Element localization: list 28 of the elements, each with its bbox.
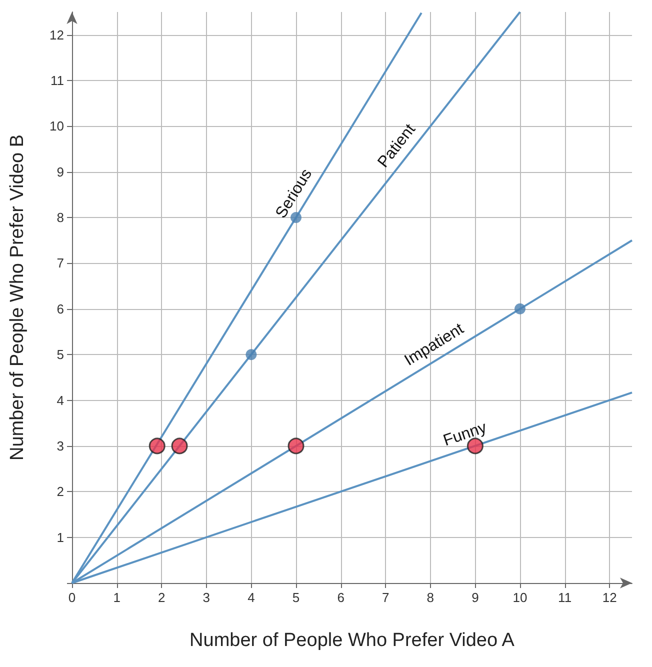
x-tick-label: 5 — [292, 590, 300, 605]
x-tick-label: 10 — [512, 590, 528, 605]
y-tick-label: 1 — [56, 530, 64, 545]
y-axis-title: Number of People Who Prefer Video B — [7, 134, 28, 460]
y-tick-label: 11 — [50, 73, 64, 88]
y-tick-label: 10 — [50, 118, 64, 134]
y-tick-label: 2 — [56, 484, 64, 500]
x-tick-label: 4 — [248, 590, 255, 605]
y-tick-label: 12 — [50, 27, 64, 42]
x-axis-title: Number of People Who Prefer Video A — [190, 630, 515, 651]
x-tick-label: 3 — [202, 590, 210, 605]
y-tick-label: 4 — [56, 392, 64, 408]
y-tick-label: 6 — [56, 301, 64, 316]
x-tick-label: 2 — [158, 590, 166, 605]
y-tick-label: 3 — [56, 438, 64, 454]
y-tick-label: 7 — [56, 256, 64, 271]
x-tick-label: 12 — [602, 590, 617, 605]
x-tick-label: 8 — [426, 590, 434, 605]
y-tick-label: 8 — [56, 210, 64, 226]
x-tick-label: 0 — [68, 590, 76, 605]
y-tick-label: 5 — [56, 347, 64, 362]
y-tick-label: 9 — [56, 164, 64, 180]
text: Funny — [441, 419, 489, 450]
x-tick-label: 6 — [337, 590, 344, 605]
x-tick-label: 11 — [558, 590, 572, 605]
x-tick-label: 9 — [472, 590, 479, 605]
x-tick-label: 7 — [382, 590, 390, 605]
x-tick-label: 1 — [113, 590, 120, 605]
